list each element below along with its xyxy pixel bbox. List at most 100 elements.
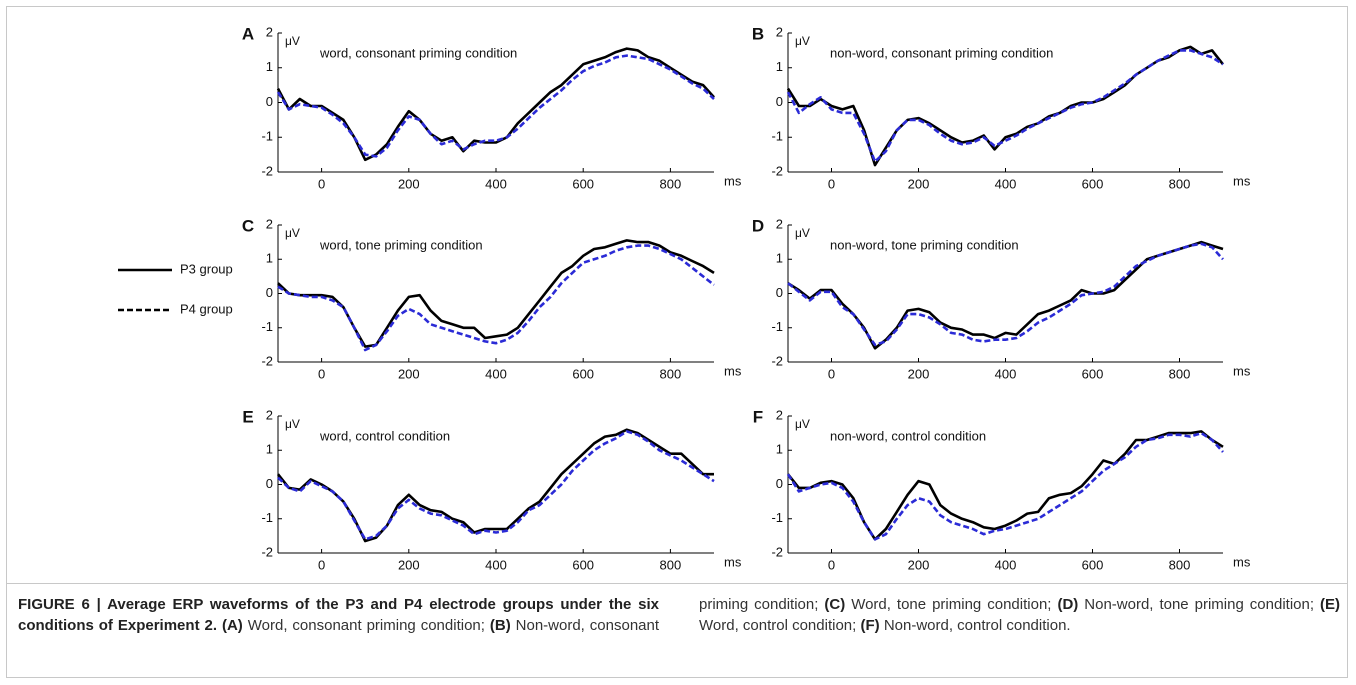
caption-item-label: (B) <box>489 617 511 634</box>
panel-title: non-word, tone priming condition <box>830 237 1019 252</box>
y-tick-label: 0 <box>776 94 783 109</box>
x-tick-label: 400 <box>485 366 507 381</box>
y-tick-label: 0 <box>266 94 273 109</box>
caption: FIGURE 6 | Average ERP waveforms of the … <box>18 594 1340 636</box>
p4-line <box>277 430 715 541</box>
p3-line <box>276 428 714 543</box>
panel-title: word, tone priming condition <box>319 237 483 252</box>
p4-line <box>786 431 1224 541</box>
caption-item-label: (A) <box>221 617 243 634</box>
p4-line <box>276 54 715 158</box>
y-tick-label: 1 <box>776 442 783 457</box>
y-tick-label: 1 <box>776 251 783 266</box>
x-tick-label: 0 <box>318 176 325 191</box>
panel-title: word, control condition <box>319 428 450 443</box>
y-tick-label: 2 <box>776 407 783 422</box>
y-unit: μV <box>795 226 810 240</box>
y-tick-label: 2 <box>266 216 273 231</box>
x-tick-label: 600 <box>572 557 594 572</box>
separator <box>7 583 1347 584</box>
x-tick-label: 0 <box>828 176 835 191</box>
x-tick-label: 400 <box>485 557 507 572</box>
y-unit: μV <box>795 417 810 431</box>
p4-line <box>277 244 715 352</box>
y-unit: μV <box>795 34 810 48</box>
caption-item-label: (F) <box>860 617 880 634</box>
caption-item-label: (E) <box>1319 596 1340 613</box>
caption-item-text: Non-word, consonant priming condition; <box>515 596 819 634</box>
x-tick-label: 0 <box>828 366 835 381</box>
caption-item-text: Word, consonant priming condition; <box>247 617 485 634</box>
x-tick-label: 800 <box>1169 176 1191 191</box>
x-unit: ms <box>724 363 742 378</box>
y-tick-label: 0 <box>776 285 783 300</box>
panel-label: D <box>752 216 764 235</box>
panel-label: B <box>752 24 764 43</box>
caption-title: FIGURE 6 | Average ERP waveforms of the … <box>18 596 659 634</box>
y-tick-label: 0 <box>266 285 273 300</box>
y-tick-label: 2 <box>266 407 273 422</box>
y-tick-label: 1 <box>266 251 273 266</box>
x-unit: ms <box>724 554 742 569</box>
y-tick-label: 2 <box>776 24 783 39</box>
x-tick-label: 400 <box>995 176 1017 191</box>
y-tick-label: 2 <box>776 216 783 231</box>
y-unit: μV <box>285 34 300 48</box>
x-unit: ms <box>724 173 742 188</box>
x-tick-label: 200 <box>908 366 930 381</box>
y-tick-label: -2 <box>261 544 273 559</box>
x-tick-label: 0 <box>318 366 325 381</box>
panel-label: F <box>753 407 763 426</box>
x-tick-label: 800 <box>660 557 682 572</box>
caption-item-text: Word, control condition; <box>699 617 857 634</box>
y-tick-label: -2 <box>771 163 783 178</box>
p4-line <box>787 242 1224 347</box>
y-tick-label: -2 <box>261 353 273 368</box>
y-tick-label: 2 <box>266 24 273 39</box>
y-tick-label: -2 <box>771 544 783 559</box>
x-tick-label: 600 <box>572 176 594 191</box>
panel-title: word, consonant priming condition <box>319 45 517 60</box>
y-tick-label: 1 <box>266 59 273 74</box>
x-tick-label: 0 <box>318 557 325 572</box>
panel-label: A <box>242 24 254 43</box>
panel-label: E <box>242 407 253 426</box>
p3-line <box>276 47 715 162</box>
x-unit: ms <box>1233 363 1251 378</box>
x-tick-label: 200 <box>398 366 420 381</box>
x-tick-label: 800 <box>660 366 682 381</box>
x-tick-label: 400 <box>485 176 507 191</box>
x-tick-label: 200 <box>908 557 930 572</box>
p3-line <box>787 240 1224 350</box>
x-tick-label: 600 <box>1082 366 1104 381</box>
legend-label: P4 group <box>180 301 233 316</box>
p3-line <box>786 430 1224 541</box>
x-tick-label: 800 <box>1169 557 1191 572</box>
y-tick-label: -1 <box>771 319 783 334</box>
y-tick-label: -1 <box>771 129 783 144</box>
x-tick-label: 600 <box>1082 557 1104 572</box>
legend-label: P3 group <box>180 261 233 276</box>
y-tick-label: 0 <box>266 476 273 491</box>
y-tick-label: -2 <box>261 163 273 178</box>
caption-item-label: (C) <box>824 596 846 613</box>
x-unit: ms <box>1233 173 1251 188</box>
y-tick-label: -1 <box>261 510 273 525</box>
x-tick-label: 200 <box>398 176 420 191</box>
x-tick-label: 400 <box>995 557 1017 572</box>
caption-item-text: Non-word, control condition. <box>883 617 1071 634</box>
p4-line <box>786 49 1224 163</box>
x-tick-label: 200 <box>908 176 930 191</box>
p3-line <box>277 239 715 348</box>
x-tick-label: 600 <box>1082 176 1104 191</box>
caption-item-text: Word, tone priming condition; <box>851 596 1052 613</box>
y-tick-label: 0 <box>776 476 783 491</box>
panel-label: C <box>242 216 254 235</box>
y-unit: μV <box>285 226 300 240</box>
x-tick-label: 800 <box>660 176 682 191</box>
y-tick-label: 1 <box>776 59 783 74</box>
caption-item-text: Non-word, tone priming condition; <box>1084 596 1314 613</box>
panel-title: non-word, consonant priming condition <box>830 45 1053 60</box>
p3-line <box>786 45 1225 167</box>
